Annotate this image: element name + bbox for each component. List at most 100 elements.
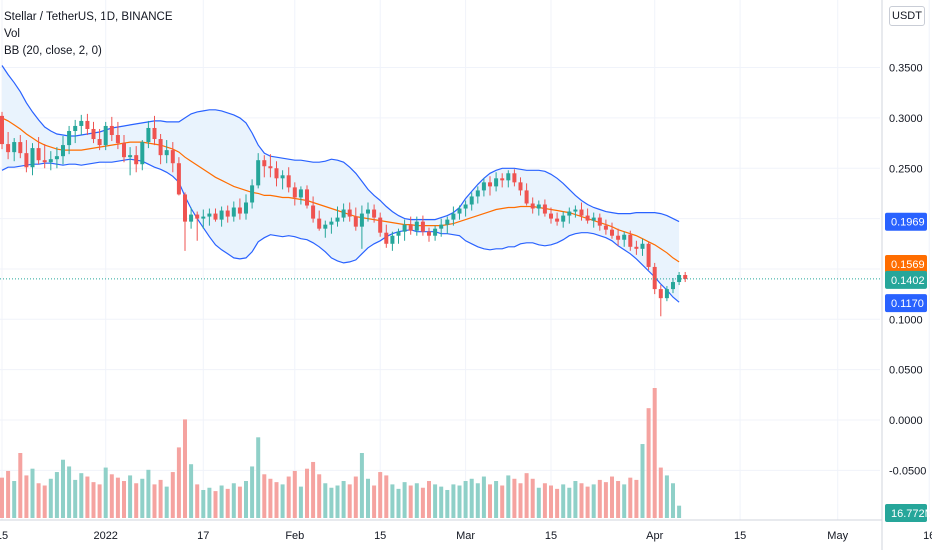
volume-bar [305, 468, 309, 518]
y-tick-label: 0.2500 [889, 163, 923, 175]
candle-body [518, 182, 523, 191]
candle [518, 177, 523, 196]
volume-bar [561, 484, 566, 518]
candle-body [268, 166, 273, 169]
candle-body [103, 125, 108, 146]
volume-bar [280, 484, 285, 518]
volume-bar [408, 485, 413, 518]
candle [317, 210, 322, 231]
volume-bar [616, 481, 621, 518]
candle-body [231, 207, 236, 217]
x-tick-label: Apr [646, 530, 663, 542]
candle [274, 161, 279, 187]
upper-band-tag: 0.1969 [885, 212, 927, 231]
volume-bar [475, 483, 480, 518]
candle [439, 218, 444, 237]
candle [506, 170, 511, 188]
candle [536, 200, 541, 216]
volume-bar [488, 484, 492, 518]
candle [628, 230, 633, 251]
candle [396, 228, 401, 244]
volume-bar [671, 483, 675, 518]
candle-body [115, 135, 120, 144]
candle-body [18, 142, 23, 154]
candle [170, 142, 175, 173]
candle [280, 170, 285, 190]
volume-bar [555, 488, 560, 518]
candle-body [408, 224, 413, 231]
candle-body [140, 142, 145, 165]
volume-bar [189, 464, 194, 518]
volume-bar [61, 459, 65, 518]
candle-body [48, 159, 53, 163]
volume-bar [323, 483, 328, 518]
candle [542, 199, 547, 217]
candle [12, 138, 17, 162]
candle [183, 192, 187, 251]
candle-body [347, 209, 352, 217]
candle-body [207, 213, 212, 217]
candle-body [646, 243, 651, 267]
volume-bar [603, 482, 608, 518]
volume-bar [366, 478, 370, 518]
candle-body [488, 182, 492, 187]
legend-volume: Vol [4, 28, 20, 40]
volume-bar [201, 489, 206, 518]
currency-selector[interactable]: USDT [889, 6, 925, 26]
candle [36, 137, 41, 165]
candle-body [506, 173, 511, 181]
candle [591, 212, 596, 228]
candle [201, 209, 206, 229]
candle [298, 186, 303, 205]
candle-body [262, 160, 267, 167]
volume-bar [512, 478, 517, 518]
volume-bar [585, 486, 590, 518]
volume-bar [372, 485, 377, 518]
volume-bar [146, 469, 151, 518]
volume-bar [103, 467, 108, 518]
candle-body [176, 163, 181, 195]
candle-body [549, 213, 553, 219]
candle-body [67, 130, 72, 146]
candle-body [414, 221, 419, 231]
volume-bar [536, 487, 541, 518]
volume-bar [634, 479, 639, 518]
candle-body [500, 178, 505, 181]
candle-body [219, 210, 224, 220]
x-tick-label: 15 [545, 530, 557, 542]
volume-bar [292, 470, 297, 518]
candle [646, 241, 651, 270]
candle [603, 219, 608, 235]
candle [134, 146, 139, 173]
candle-body [622, 234, 627, 240]
candle [414, 216, 419, 236]
last-price-tag: 0.1402 [885, 270, 927, 289]
volume-bar [317, 474, 322, 518]
volume-bar [664, 475, 669, 518]
volume-bar [42, 485, 47, 518]
candle-body [463, 204, 468, 209]
candle-body [469, 196, 474, 205]
candle [640, 238, 645, 256]
volume-bar [30, 468, 35, 518]
volume-bar [24, 475, 29, 518]
candle [219, 206, 224, 227]
candle-body [445, 219, 450, 225]
chart-legend: Stellar / TetherUS, 1D, BINANCE Vol BB (… [4, 9, 173, 60]
x-tick-label: 15 [0, 530, 8, 542]
candle [286, 167, 291, 193]
candle-body [24, 153, 29, 168]
candle-body [341, 209, 346, 218]
candle [103, 121, 108, 151]
candle-body [359, 213, 364, 227]
volume-bar [244, 481, 248, 518]
candle-body [6, 144, 11, 153]
candle-body [97, 139, 102, 146]
candle-body [73, 125, 78, 131]
volume-bar [390, 484, 395, 518]
volume-bar [73, 479, 78, 518]
candle-body [610, 229, 614, 236]
candle [408, 216, 413, 235]
